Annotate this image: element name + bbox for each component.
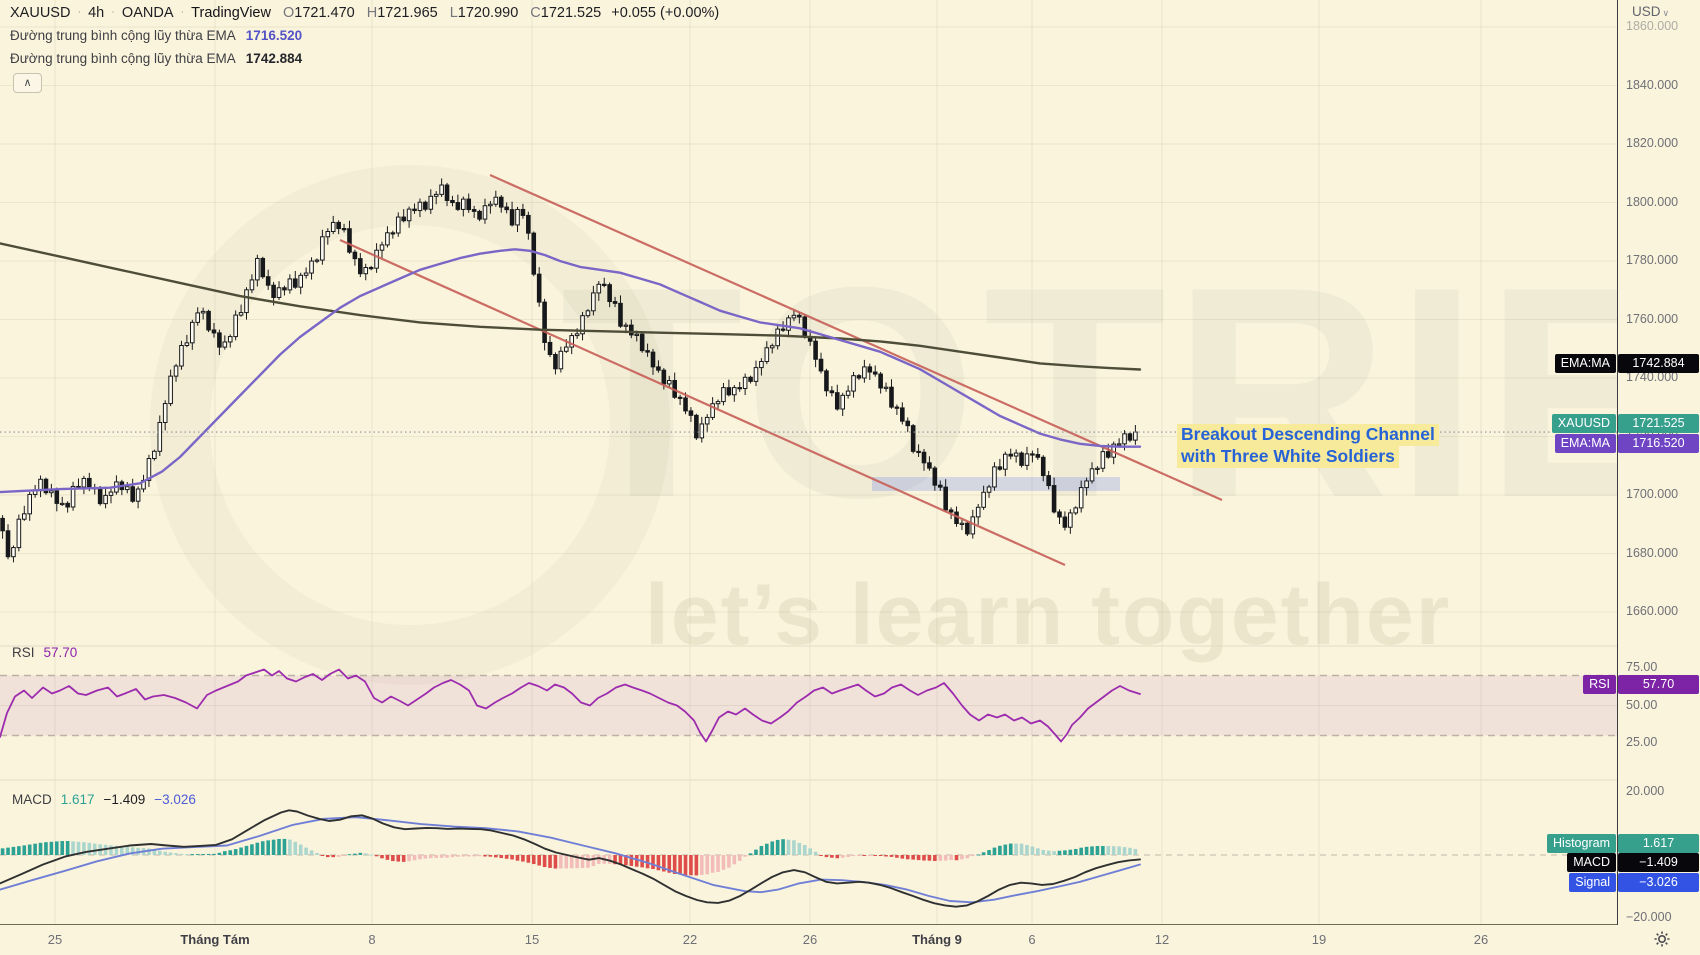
time-axis-label: 26: [802, 932, 818, 947]
timeframe[interactable]: 4h: [88, 5, 105, 21]
macd-tag-histogram: Histogram 1.617: [1547, 833, 1699, 853]
candles-layer: [0, 178, 1138, 563]
low-key: L: [449, 5, 458, 21]
price-axis-label: 1660.000: [1626, 604, 1679, 618]
gridlines: [0, 0, 1700, 926]
rsi-tag: RSI 57.70: [1583, 674, 1699, 694]
time-axis-label: 19: [1311, 932, 1327, 947]
ema-slow-value: 1742.884: [245, 51, 303, 66]
macd-line: [0, 809, 1141, 908]
gear-icon[interactable]: [1652, 929, 1674, 951]
watermark-tagline: let’s learn together: [645, 567, 1452, 663]
ema-fast-name: Đường trung bình cộng lũy thừa EMA: [10, 28, 236, 43]
macd-pane-header[interactable]: MACD 1.617 −1.409 −3.026: [12, 792, 196, 807]
time-axis-label: 22: [682, 932, 698, 947]
separator-dot: ·: [180, 6, 185, 18]
rsi-axis-label: 25.00: [1626, 735, 1658, 749]
ema-fast-value: 1716.520: [245, 28, 303, 43]
price-axis-label: 1780.000: [1626, 253, 1679, 267]
change-value: +0.055 (+0.00%): [611, 5, 720, 21]
currency-selector[interactable]: USD ∨: [1632, 4, 1669, 19]
ema-slow-name: Đường trung bình cộng lũy thừa EMA: [10, 51, 236, 66]
chart-legend-header: XAUUSD · 4h · OANDA · TradingView O1721.470 H172…: [10, 5, 719, 21]
macd-signal-value: −3.026: [154, 792, 196, 807]
annotation-line1: Breakout Descending Channel: [1177, 424, 1439, 446]
close-value: 1721.525: [540, 5, 602, 21]
rsi-pane: [0, 674, 1617, 737]
macd-axis-label: −20.000: [1626, 910, 1672, 924]
symbol-name[interactable]: XAUUSD: [10, 5, 71, 21]
exchange-name[interactable]: OANDA: [121, 5, 174, 21]
high-value: 1721.965: [377, 5, 438, 21]
time-axis-label: 6: [1028, 932, 1036, 947]
watermark-brand: TOTRIEU: [560, 224, 1700, 560]
rsi-value: 57.70: [43, 645, 78, 660]
descending-channel-lines[interactable]: [339, 173, 1223, 567]
rsi-axis-label: 50.00: [1626, 697, 1658, 712]
separator-dot: ·: [77, 6, 82, 18]
separator-dot: ·: [111, 6, 115, 18]
chevron-up-icon: ∧: [23, 77, 32, 89]
price-tag-symbol: XAUUSD 1721.525: [1551, 413, 1699, 433]
indicator-row-ema-fast[interactable]: Đường trung bình cộng lũy thừa EMA 1716.5…: [10, 28, 302, 43]
time-axis-label: 26: [1473, 932, 1489, 947]
time-axis-label: 12: [1154, 932, 1170, 947]
macd-signal-line: [0, 816, 1141, 904]
ema-fast-line: [0, 248, 1142, 494]
macd-tag-macd: MACD −1.409: [1567, 853, 1699, 872]
time-axis[interactable]: 25 Tháng Tám 8 15 22 26 Tháng 9 6 12 19 26: [0, 925, 1700, 955]
macd-histogram: [0, 838, 1138, 876]
price-axis-label: 1700.000: [1626, 487, 1679, 501]
open-key: O: [282, 5, 295, 21]
legend-collapse-button[interactable]: ∧: [13, 73, 42, 93]
price-axis-label: 1840.000: [1626, 77, 1679, 92]
open-value: 1721.470: [294, 5, 355, 21]
price-tag-ema-fast: EMA:MA 1716.520: [1554, 433, 1699, 453]
price-axis[interactable]: USD ∨ 1860.000 1840.000 1820.000 1800.000 178…: [1617, 0, 1700, 925]
tradingview-logo-text[interactable]: TradingView: [191, 5, 271, 21]
time-axis-label: Tháng 9: [912, 932, 962, 947]
annotation-text[interactable]: Breakout Descending Channel with Three W…: [1177, 424, 1439, 468]
high-key: H: [366, 5, 378, 21]
macd-tag-signal: Signal −3.026: [1569, 872, 1699, 892]
currency-label: USD: [1632, 4, 1661, 19]
time-axis-label: 8: [368, 932, 376, 947]
low-value: 1720.990: [457, 5, 519, 21]
rsi-axis-label: 75.00: [1626, 660, 1658, 674]
rsi-line: [0, 668, 1141, 743]
macd-histogram-value: 1.617: [60, 792, 95, 807]
price-axis-label: 1680.000: [1626, 545, 1679, 560]
rsi-title: RSI: [12, 645, 35, 660]
time-axis-label: Tháng Tám: [180, 932, 250, 947]
macd-axis-label: 20.000: [1626, 784, 1665, 798]
close-key: C: [530, 5, 541, 21]
price-axis-label: 1800.000: [1626, 194, 1679, 209]
macd-line-value: −1.409: [103, 792, 146, 807]
price-axis-label: 1740.000: [1626, 370, 1679, 384]
time-axis-label: 25: [47, 932, 63, 947]
indicator-row-ema-slow[interactable]: Đường trung bình cộng lũy thừa EMA 1742.8…: [10, 51, 302, 66]
price-axis-label: 1860.000: [1626, 19, 1679, 33]
chevron-down-icon: ∨: [1662, 8, 1670, 18]
price-axis-label: 1820.000: [1626, 136, 1679, 150]
price-tag-ema-slow: EMA:MA 1742.884: [1554, 353, 1699, 373]
time-axis-label: 15: [524, 932, 540, 947]
ema-slow-line: [0, 242, 1142, 371]
macd-title: MACD: [12, 792, 52, 807]
price-axis-label: 1760.000: [1626, 311, 1679, 326]
annotation-line2: with Three White Soldiers: [1177, 446, 1399, 468]
rsi-pane-header[interactable]: RSI 57.70: [12, 645, 77, 660]
